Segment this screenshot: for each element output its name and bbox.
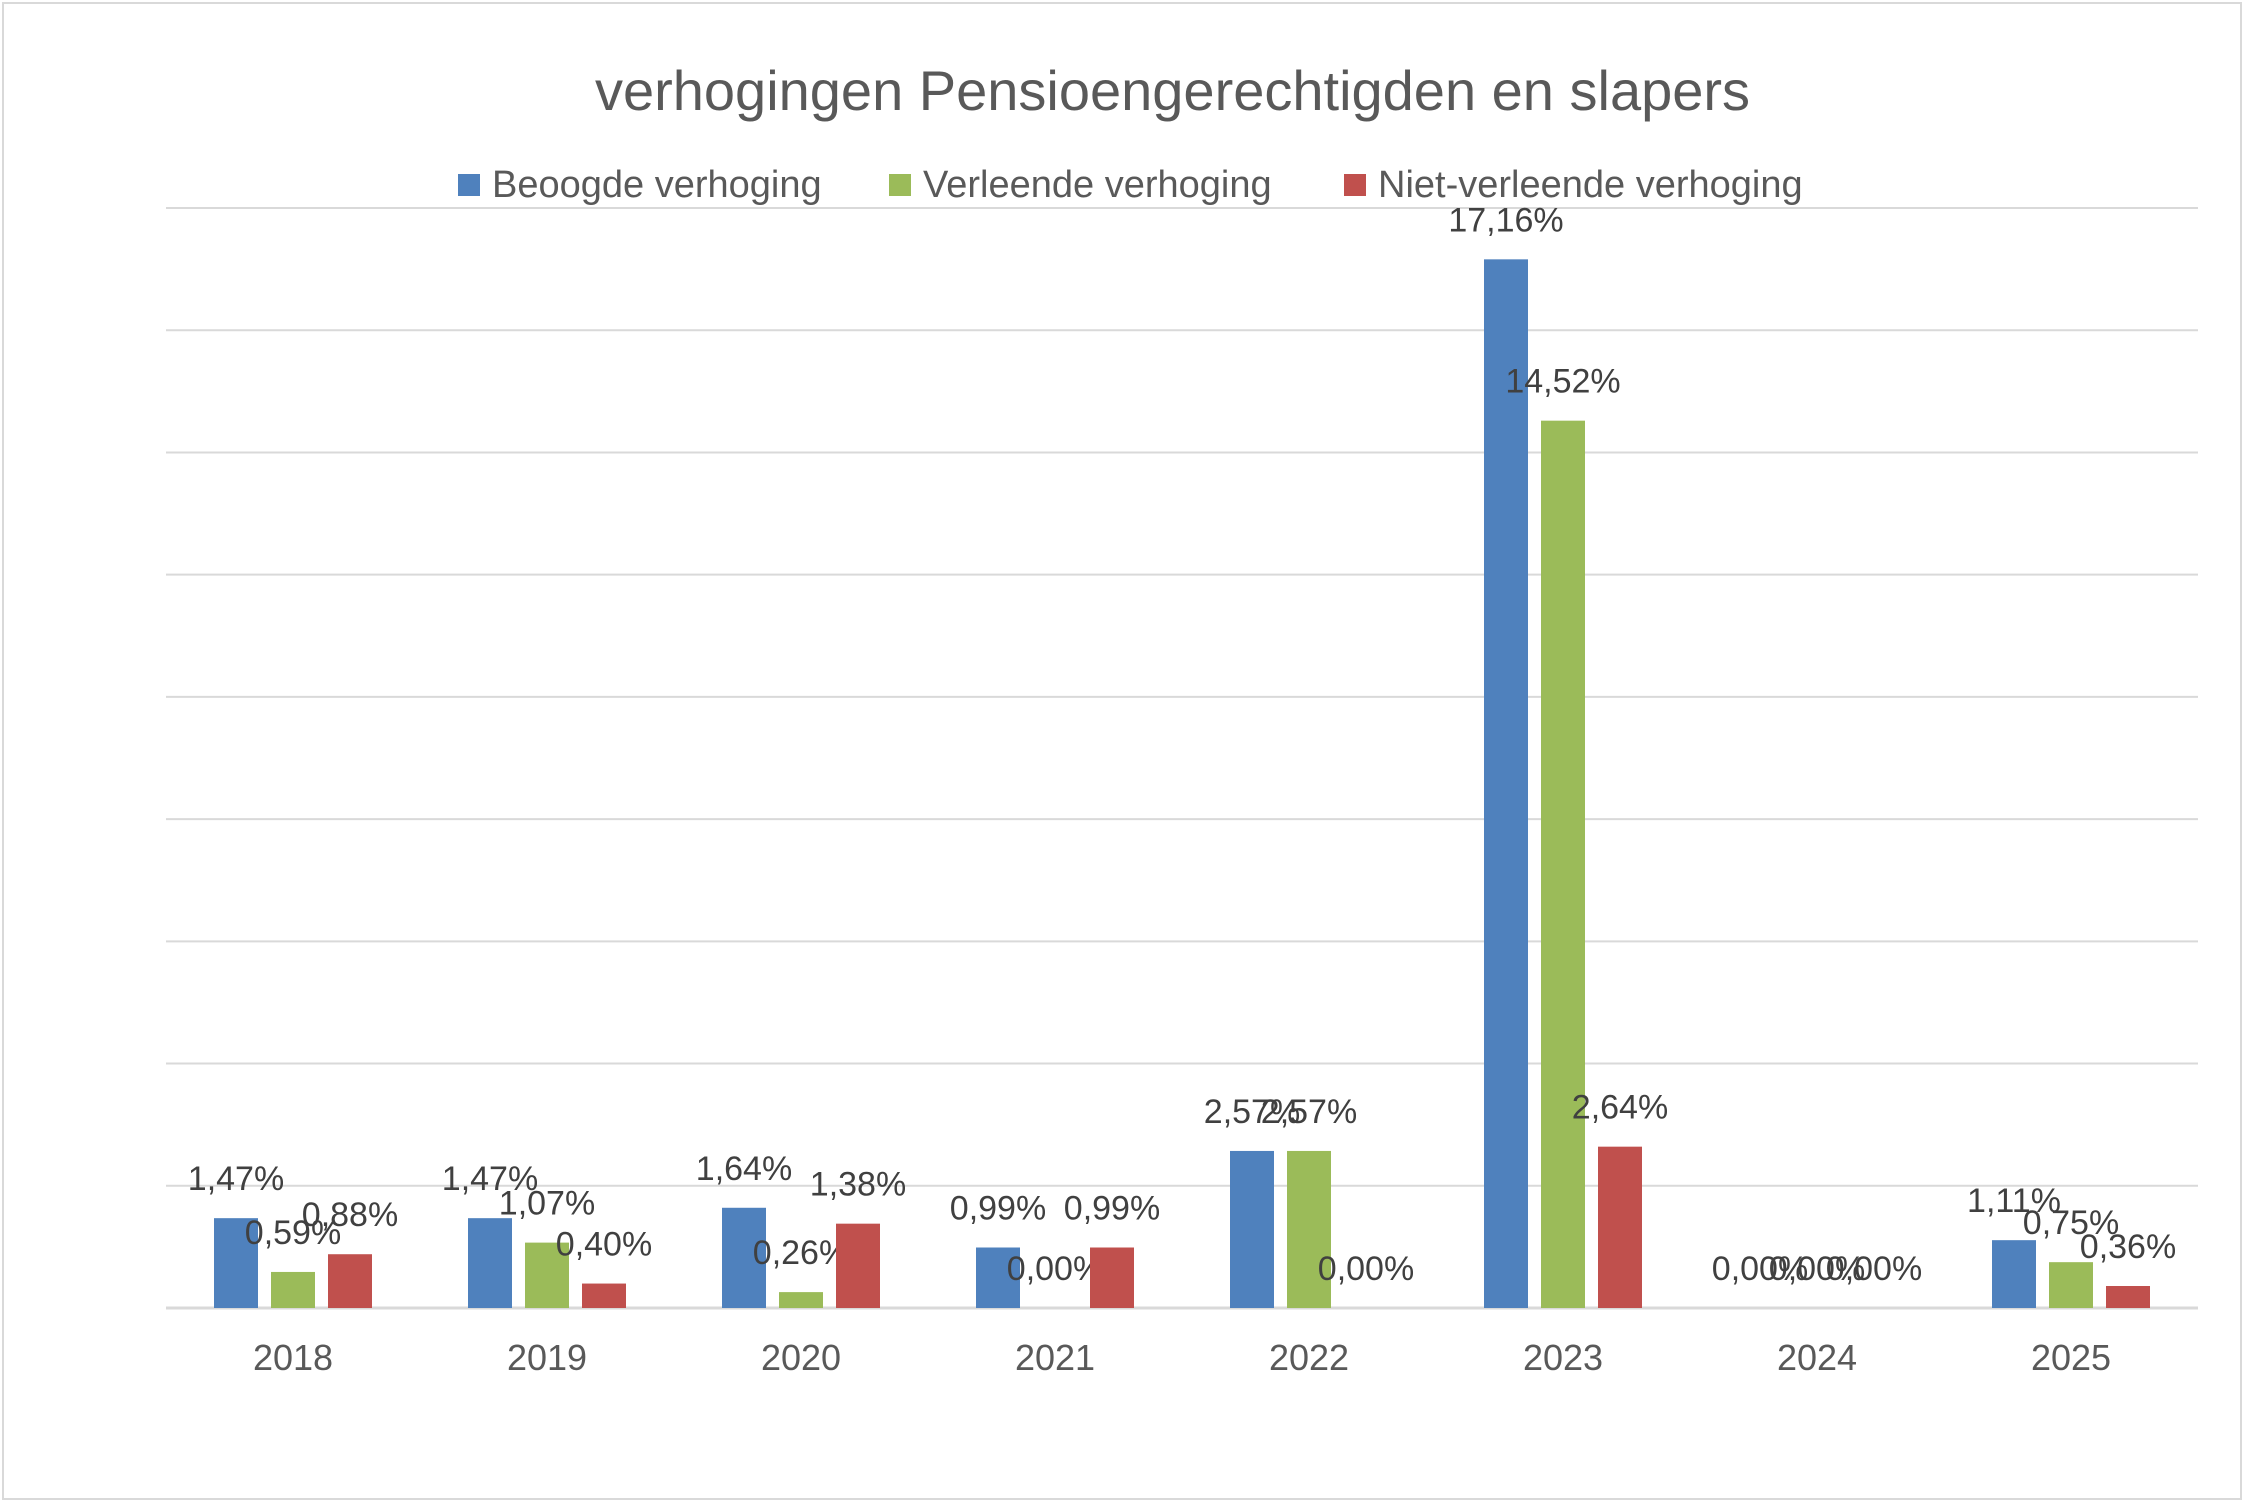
legend-label-niet-verleende: Niet-verleende verhoging [1378,163,1803,206]
bar-beoogde-verhoging-2022 [1230,1150,1274,1308]
bar-beoogde-verhoging-2019 [468,1218,512,1308]
x-tick-label: 2024 [1777,1337,1857,1378]
legend-swatch-niet-verleende [1344,174,1366,196]
data-label: 0,99% [1064,1190,1160,1228]
legend-label-beoogde: Beoogde verhoging [492,163,822,206]
data-label: 0,00% [1007,1250,1103,1288]
bar-beoogde-verhoging-2018 [214,1218,258,1308]
data-label: 1,47% [188,1160,284,1198]
data-label: 0,88% [302,1196,398,1234]
x-tick-label: 2020 [761,1337,841,1378]
chart-legend: Beoogde verhoging Verleende verhoging Ni… [0,160,2248,210]
bar-verleende-verhoging-2019 [525,1242,569,1308]
bar-niet-verleende-verhoging-2019 [582,1283,626,1308]
bar-beoogde-verhoging-2021 [976,1247,1020,1308]
bar-beoogde-verhoging-2020 [722,1207,766,1308]
bar-niet-verleende-verhoging-2018 [328,1254,372,1308]
data-label: 0,75% [2023,1204,2119,1242]
legend-item-beoogde: Beoogde verhoging [458,160,822,210]
legend-swatch-beoogde [458,174,480,196]
data-label: 0,99% [950,1190,1046,1228]
bar-niet-verleende-verhoging-2020 [836,1223,880,1308]
data-label: 2,57% [1204,1093,1300,1131]
data-label: 14,52% [1505,363,1620,401]
legend-item-niet-verleende: Niet-verleende verhoging [1344,160,1803,210]
x-tick-label: 2018 [253,1337,333,1378]
data-label: 17,16% [1448,201,1563,239]
bar-verleende-verhoging-2022 [1287,1150,1331,1308]
bar-beoogde-verhoging-2023 [1484,259,1528,1308]
data-label: 1,47% [442,1160,538,1198]
data-label: 2,57% [1261,1093,1357,1131]
bar-verleende-verhoging-2025 [2049,1262,2093,1308]
data-label: 1,11% [1967,1182,2061,1220]
data-label: 0,00% [1826,1250,1922,1288]
data-label: 0,26% [753,1234,849,1272]
x-tick-label: 2025 [2031,1337,2111,1378]
x-tick-label: 2022 [1269,1337,1349,1378]
legend-swatch-verleende [889,174,911,196]
legend-item-verleende: Verleende verhoging [889,160,1272,210]
bar-verleende-verhoging-2018 [271,1271,315,1308]
data-label: 0,59% [245,1214,341,1252]
data-label: 0,40% [556,1226,652,1264]
data-label: 0,00% [1769,1250,1865,1288]
legend-label-verleende: Verleende verhoging [923,163,1272,206]
x-tick-label: 2019 [507,1337,587,1378]
data-label: 0,00% [1712,1250,1808,1288]
data-label: 0,00% [1318,1250,1414,1288]
data-label: 1,38% [810,1166,906,1204]
data-label: 1,07% [499,1185,595,1223]
x-tick-label: 2021 [1015,1337,1095,1378]
data-label: 0,36% [2080,1228,2176,1266]
bar-niet-verleende-verhoging-2025 [2106,1286,2150,1308]
bar-beoogde-verhoging-2025 [1992,1240,2036,1308]
chart-title: verhogingen Pensioengerechtigden en slap… [594,59,1751,122]
bar-verleende-verhoging-2023 [1541,420,1585,1309]
bar-niet-verleende-verhoging-2023 [1598,1146,1642,1308]
data-label: 1,64% [696,1150,792,1188]
data-label: 2,64% [1572,1089,1668,1127]
bar-verleende-verhoging-2020 [779,1292,823,1308]
x-tick-label: 2023 [1523,1337,1603,1378]
bar-niet-verleende-verhoging-2021 [1090,1247,1134,1308]
